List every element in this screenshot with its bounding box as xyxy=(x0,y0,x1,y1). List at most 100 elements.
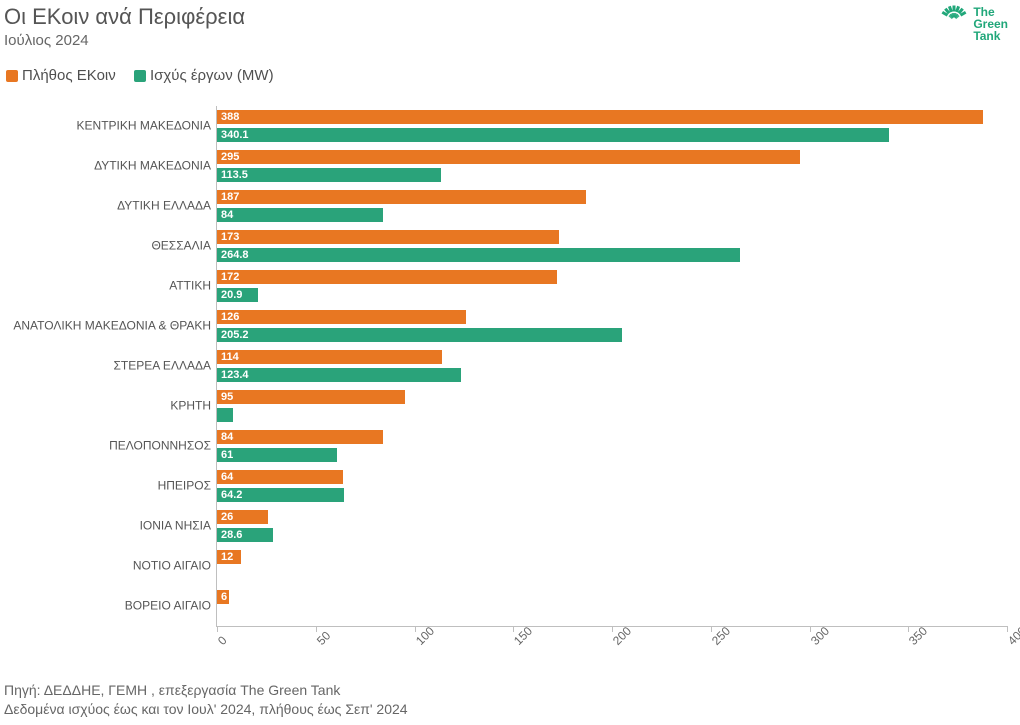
bar-group: 388 340.1 xyxy=(217,110,1007,142)
bar-value-label: 172 xyxy=(221,271,239,283)
x-tick xyxy=(217,626,218,632)
bar-count: 172 xyxy=(217,270,557,284)
x-tick xyxy=(316,626,317,632)
footer-line1: Πηγή: ΔΕΔΔΗΕ, ΓΕΜΗ , επεξεργασία The Gre… xyxy=(4,681,408,700)
x-tick-label: 100 xyxy=(413,623,437,647)
bar-group: 6 xyxy=(217,590,1007,622)
legend-swatch-count xyxy=(6,70,18,82)
logo-line3: Tank xyxy=(973,29,1000,43)
header-row: Οι ΕΚοιν ανά Περιφέρεια Ιούλιος 2024 xyxy=(4,4,1010,49)
bar-mw: 123.4 xyxy=(217,368,461,382)
chart-row: ΝΟΤΙΟ ΑΙΓΑΙΟ12 xyxy=(217,546,1007,586)
category-label: ΔΥΤΙΚΗ ΕΛΛΑΔΑ xyxy=(7,199,217,212)
bar-mw xyxy=(217,408,233,422)
bar-count: 26 xyxy=(217,510,268,524)
chart-row: ΑΝΑΤΟΛΙΚΗ ΜΑΚΕΔΟΝΙΑ & ΘΡΑΚΗ126205.2 xyxy=(217,306,1007,346)
bar-value-label: 388 xyxy=(221,111,239,123)
chart-area: ΚΕΝΤΡΙΚΗ ΜΑΚΕΔΟΝΙΑ388340.1ΔΥΤΙΚΗ ΜΑΚΕΔΟΝ… xyxy=(4,106,1010,671)
category-label: ΣΤΕΡΕΑ ΕΛΛΑΔΑ xyxy=(7,359,217,372)
x-tick-label: 300 xyxy=(808,623,832,647)
bar-mw: 113.5 xyxy=(217,168,441,182)
bar-mw: 340.1 xyxy=(217,128,889,142)
chart-row: ΒΟΡΕΙΟ ΑΙΓΑΙΟ6 xyxy=(217,586,1007,626)
logo-icon xyxy=(939,4,969,34)
bar-value-label: 64.2 xyxy=(221,489,242,501)
category-label: ΙΟΝΙΑ ΝΗΣΙΑ xyxy=(7,519,217,532)
category-label: ΠΕΛΟΠΟΝΝΗΣΟΣ xyxy=(7,439,217,452)
bar-value-label: 264.8 xyxy=(221,249,249,261)
x-tick xyxy=(415,626,416,632)
bar-value-label: 84 xyxy=(221,431,233,443)
titles: Οι ΕΚοιν ανά Περιφέρεια Ιούλιος 2024 xyxy=(4,4,245,49)
category-label: ΚΕΝΤΡΙΚΗ ΜΑΚΕΔΟΝΙΑ xyxy=(7,119,217,132)
chart-row: ΘΕΣΣΑΛΙΑ173264.8 xyxy=(217,226,1007,266)
bar-value-label: 173 xyxy=(221,231,239,243)
x-tick-label: 0 xyxy=(215,633,230,648)
bar-group: 26 28.6 xyxy=(217,510,1007,542)
chart-row: ΣΤΕΡΕΑ ΕΛΛΑΔΑ114123.4 xyxy=(217,346,1007,386)
bar-value-label: 114 xyxy=(221,351,239,363)
bar-value-label: 6 xyxy=(221,591,227,603)
legend-label-mw: Ισχύς έργων (MW) xyxy=(150,67,274,84)
bar-count: 388 xyxy=(217,110,983,124)
bar-count: 187 xyxy=(217,190,586,204)
bar-mw: 205.2 xyxy=(217,328,622,342)
category-label: ΚΡΗΤΗ xyxy=(7,399,217,412)
bar-count: 295 xyxy=(217,150,800,164)
bar-value-label: 126 xyxy=(221,311,239,323)
category-label: ΗΠΕΙΡΟΣ xyxy=(7,479,217,492)
bar-group: 126 205.2 xyxy=(217,310,1007,342)
chart-subtitle: Ιούλιος 2024 xyxy=(4,32,245,49)
bar-mw: 64.2 xyxy=(217,488,344,502)
bar-mw: 61 xyxy=(217,448,337,462)
bar-count: 114 xyxy=(217,350,442,364)
chart-row: ΠΕΛΟΠΟΝΝΗΣΟΣ8461 xyxy=(217,426,1007,466)
x-tick xyxy=(810,626,811,632)
category-label: ΘΕΣΣΑΛΙΑ xyxy=(7,239,217,252)
chart-row: ΚΡΗΤΗ95 xyxy=(217,386,1007,426)
x-tick xyxy=(908,626,909,632)
category-label: ΑΝΑΤΟΛΙΚΗ ΜΑΚΕΔΟΝΙΑ & ΘΡΑΚΗ xyxy=(7,319,217,332)
x-tick-label: 250 xyxy=(709,623,733,647)
chart-row: ΙΟΝΙΑ ΝΗΣΙΑ2628.6 xyxy=(217,506,1007,546)
x-tick-label: 200 xyxy=(610,623,634,647)
chart-row: ΚΕΝΤΡΙΚΗ ΜΑΚΕΔΟΝΙΑ388340.1 xyxy=(217,106,1007,146)
bar-group: 173 264.8 xyxy=(217,230,1007,262)
legend: Πλήθος ΕΚοιν Ισχύς έργων (MW) xyxy=(6,67,1010,86)
x-tick xyxy=(1007,626,1008,632)
bar-mw: 84 xyxy=(217,208,383,222)
bar-group: 114 123.4 xyxy=(217,350,1007,382)
x-tick xyxy=(513,626,514,632)
legend-swatch-mw xyxy=(134,70,146,82)
bar-value-label: 64 xyxy=(221,471,233,483)
chart-title: Οι ΕΚοιν ανά Περιφέρεια xyxy=(4,4,245,30)
chart-page: Οι ΕΚοιν ανά Περιφέρεια Ιούλιος 2024 xyxy=(0,0,1020,725)
bar-value-label: 95 xyxy=(221,391,233,403)
bar-group: 12 xyxy=(217,550,1007,582)
bar-value-label: 26 xyxy=(221,511,233,523)
bar-group: 84 61 xyxy=(217,430,1007,462)
bar-count: 84 xyxy=(217,430,383,444)
chart-row: ΔΥΤΙΚΗ ΜΑΚΕΔΟΝΙΑ295113.5 xyxy=(217,146,1007,186)
x-tick xyxy=(711,626,712,632)
bar-value-label: 205.2 xyxy=(221,329,249,341)
bar-count: 126 xyxy=(217,310,466,324)
chart-row: ΑΤΤΙΚΗ17220.9 xyxy=(217,266,1007,306)
bar-group: 187 84 xyxy=(217,190,1007,222)
bar-group: 64 64.2 xyxy=(217,470,1007,502)
bar-count: 6 xyxy=(217,590,229,604)
footer: Πηγή: ΔΕΔΔΗΕ, ΓΕΜΗ , επεξεργασία The Gre… xyxy=(4,681,408,719)
chart-row: ΔΥΤΙΚΗ ΕΛΛΑΔΑ18784 xyxy=(217,186,1007,226)
bar-value-label: 84 xyxy=(221,209,233,221)
x-tick-label: 150 xyxy=(511,623,535,647)
legend-item-count: Πλήθος ΕΚοιν xyxy=(6,67,116,84)
legend-item-mw: Ισχύς έργων (MW) xyxy=(134,67,274,84)
bar-mw: 28.6 xyxy=(217,528,273,542)
category-label: ΑΤΤΙΚΗ xyxy=(7,279,217,292)
bar-group: 95 xyxy=(217,390,1007,422)
bar-value-label: 187 xyxy=(221,191,239,203)
bar-value-label: 61 xyxy=(221,449,233,461)
bar-mw: 264.8 xyxy=(217,248,740,262)
bar-value-label: 20.9 xyxy=(221,289,242,301)
category-label: ΒΟΡΕΙΟ ΑΙΓΑΙΟ xyxy=(7,599,217,612)
